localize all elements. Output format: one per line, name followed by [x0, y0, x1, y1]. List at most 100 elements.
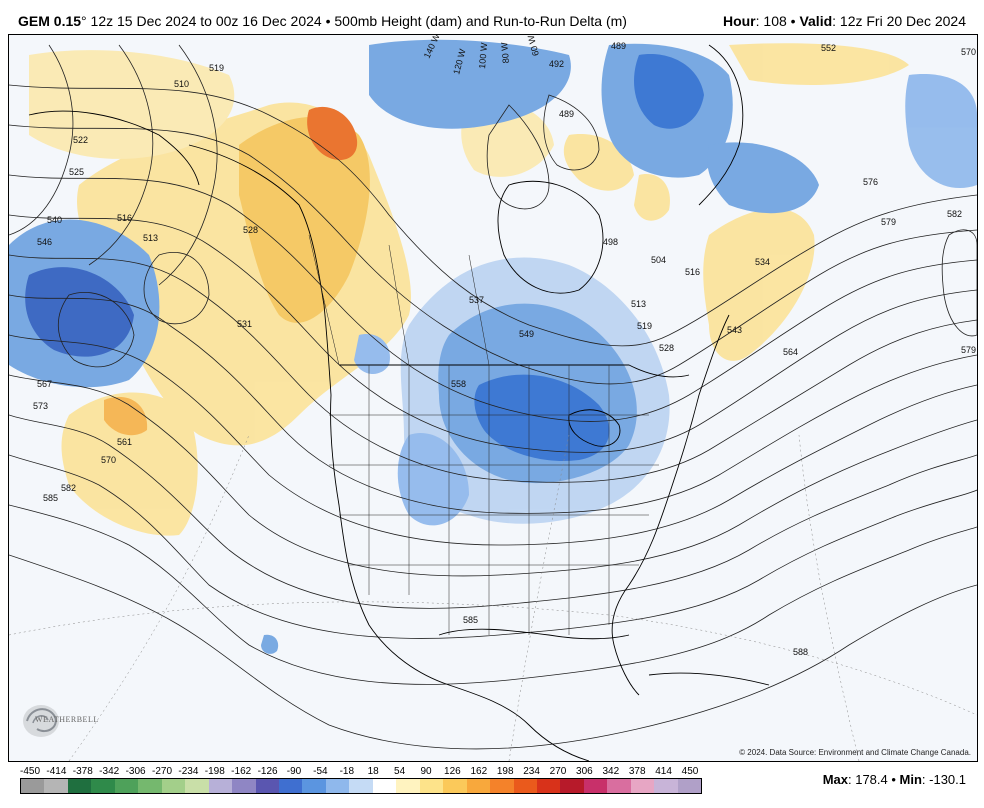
colorbar-tick-label: 342 [602, 766, 620, 777]
max-value: : 178.4 • [847, 772, 900, 787]
colorbar-swatch [232, 779, 256, 793]
colorbar-swatch [302, 779, 326, 793]
negative-anomaly-mexico [261, 634, 279, 654]
positive-anomaly-pacific [61, 392, 198, 536]
contour-label: 552 [821, 43, 836, 53]
contour-label: 576 [863, 177, 878, 187]
colorbar-tick-label: 90 [420, 766, 432, 777]
negative-anomaly-east [905, 74, 977, 189]
min-value: : -130.1 [921, 772, 966, 787]
colorbar-swatches [20, 778, 702, 794]
contour-label: 579 [961, 345, 976, 355]
positive-anomaly-peak [307, 106, 358, 160]
logo-swirl-icon [23, 705, 59, 737]
contour-label: 504 [651, 255, 666, 265]
colorbar-swatch [255, 779, 279, 793]
weather-map: 140 W 120 W 100 W 80 W 60 W 510 519 522 … [8, 34, 978, 762]
delta-colorbar: -450 -414 -378 -342 -306 -270 -234 -198 -162 -126… [18, 766, 702, 796]
valid-time: Hour: 108 • Valid: 12z Fri 20 Dec 2024 [723, 13, 966, 29]
contour-label: 570 [101, 455, 116, 465]
lon-label-100w: 100 W [477, 42, 489, 69]
negative-anomaly-central-core [474, 374, 610, 461]
colorbar-tick-label: 306 [576, 766, 593, 777]
min-label: Min [899, 772, 922, 787]
contour-label: 585 [463, 615, 478, 625]
colorbar-tick-label: -378 [72, 766, 93, 777]
max-min-stats: Max: 178.4 • Min: -130.1 [823, 772, 966, 787]
colorbar-swatch [490, 779, 514, 793]
colorbar-swatch [396, 779, 420, 793]
contour-labels: 510 519 522 525 516 513 540 546 528 531 … [33, 41, 976, 657]
colorbar-swatch [419, 779, 444, 793]
greenland-coast [698, 44, 744, 206]
contour-label: 528 [243, 225, 258, 235]
colorbar-swatch [654, 779, 678, 793]
lon-label-80w: 80 W [499, 41, 511, 63]
run-info: 12z 15 Dec 2024 to 00z 16 Dec 2024 • 500… [90, 13, 627, 29]
colorbar-tick-label: -414 [46, 766, 67, 777]
canada-us-border [339, 364, 690, 378]
contour-label: 531 [237, 319, 252, 329]
negative-anomaly-gulf [397, 433, 469, 526]
contour-label: 558 [451, 379, 466, 389]
contour-label: 516 [117, 213, 132, 223]
colorbar-tick-label: 198 [496, 766, 514, 777]
colorbar-tick-label: -18 [339, 766, 355, 777]
colorbar-tick-label: 414 [655, 766, 672, 777]
colorbar-swatch [677, 779, 702, 793]
contour-label: 582 [947, 209, 962, 219]
contour-label: 588 [793, 647, 808, 657]
contour-label: 492 [549, 59, 564, 69]
hour-value: : 108 • [755, 13, 800, 29]
contour-label: 519 [637, 321, 652, 331]
chart-title: GEM 0.15° 12z 15 Dec 2024 to 00z 16 Dec … [18, 13, 627, 29]
lon-label-60w: 60 W [526, 35, 541, 57]
colorbar-tick-label: 54 [394, 766, 406, 777]
positive-anomaly-pacific-core [104, 396, 148, 436]
colorbar-swatch [44, 779, 68, 793]
contour-label: 525 [69, 167, 84, 177]
contour-label: 570 [961, 47, 976, 57]
negative-anomaly-baffin-core [634, 54, 704, 129]
contour-label: 564 [783, 347, 798, 357]
colorbar-tick-label: 270 [549, 766, 567, 777]
max-label: Max [822, 772, 848, 787]
weatherbell-logo: WEATHERBELL [15, 699, 103, 743]
contour-label: 561 [117, 437, 132, 447]
longitude-labels: 140 W 120 W 100 W 80 W 60 W [422, 35, 541, 76]
colorbar-tick-label: 18 [367, 766, 379, 777]
contour-label: 498 [603, 237, 618, 247]
positive-anomaly-labrador [703, 208, 815, 361]
colorbar-swatch [325, 779, 350, 793]
degree-symbol: ° [81, 13, 87, 29]
delta-shading [9, 39, 977, 654]
valid-label: Valid [799, 13, 833, 29]
contour-label: 513 [631, 299, 646, 309]
contour-label: 585 [43, 493, 58, 503]
contour-label: 510 [174, 79, 189, 89]
colorbar-tick-label: -198 [204, 766, 225, 777]
contour-label: 567 [37, 379, 52, 389]
colorbar-swatch [21, 779, 45, 793]
colorbar-tick-label: -450 [19, 766, 41, 777]
contour-label: 546 [37, 237, 52, 247]
contour-label: 549 [519, 329, 534, 339]
contour-label: 534 [755, 257, 770, 267]
colorbar-swatch [466, 779, 491, 793]
gulf-coast [438, 628, 630, 640]
contour-label: 528 [659, 343, 674, 353]
colorbar-tick-label: -342 [99, 766, 120, 777]
colorbar-tick-label: 126 [444, 766, 461, 777]
contour-label: 540 [47, 215, 62, 225]
colorbar-swatch [443, 779, 467, 793]
colorbar-tick-label: -90 [286, 766, 302, 777]
colorbar-ticks: -450 -414 -378 -342 -306 -270 -234 -198 -162 -126… [18, 766, 702, 778]
negative-anomaly-greenland [707, 142, 819, 214]
north-america-east-coast [611, 314, 730, 696]
colorbar-swatch [560, 779, 584, 793]
alaska-coast [28, 110, 200, 186]
colorbar-swatch [513, 779, 537, 793]
hudson-bay [497, 180, 604, 294]
colorbar-tick-label: 162 [470, 766, 488, 777]
valid-value: : 12z Fri 20 Dec 2024 [832, 13, 966, 29]
